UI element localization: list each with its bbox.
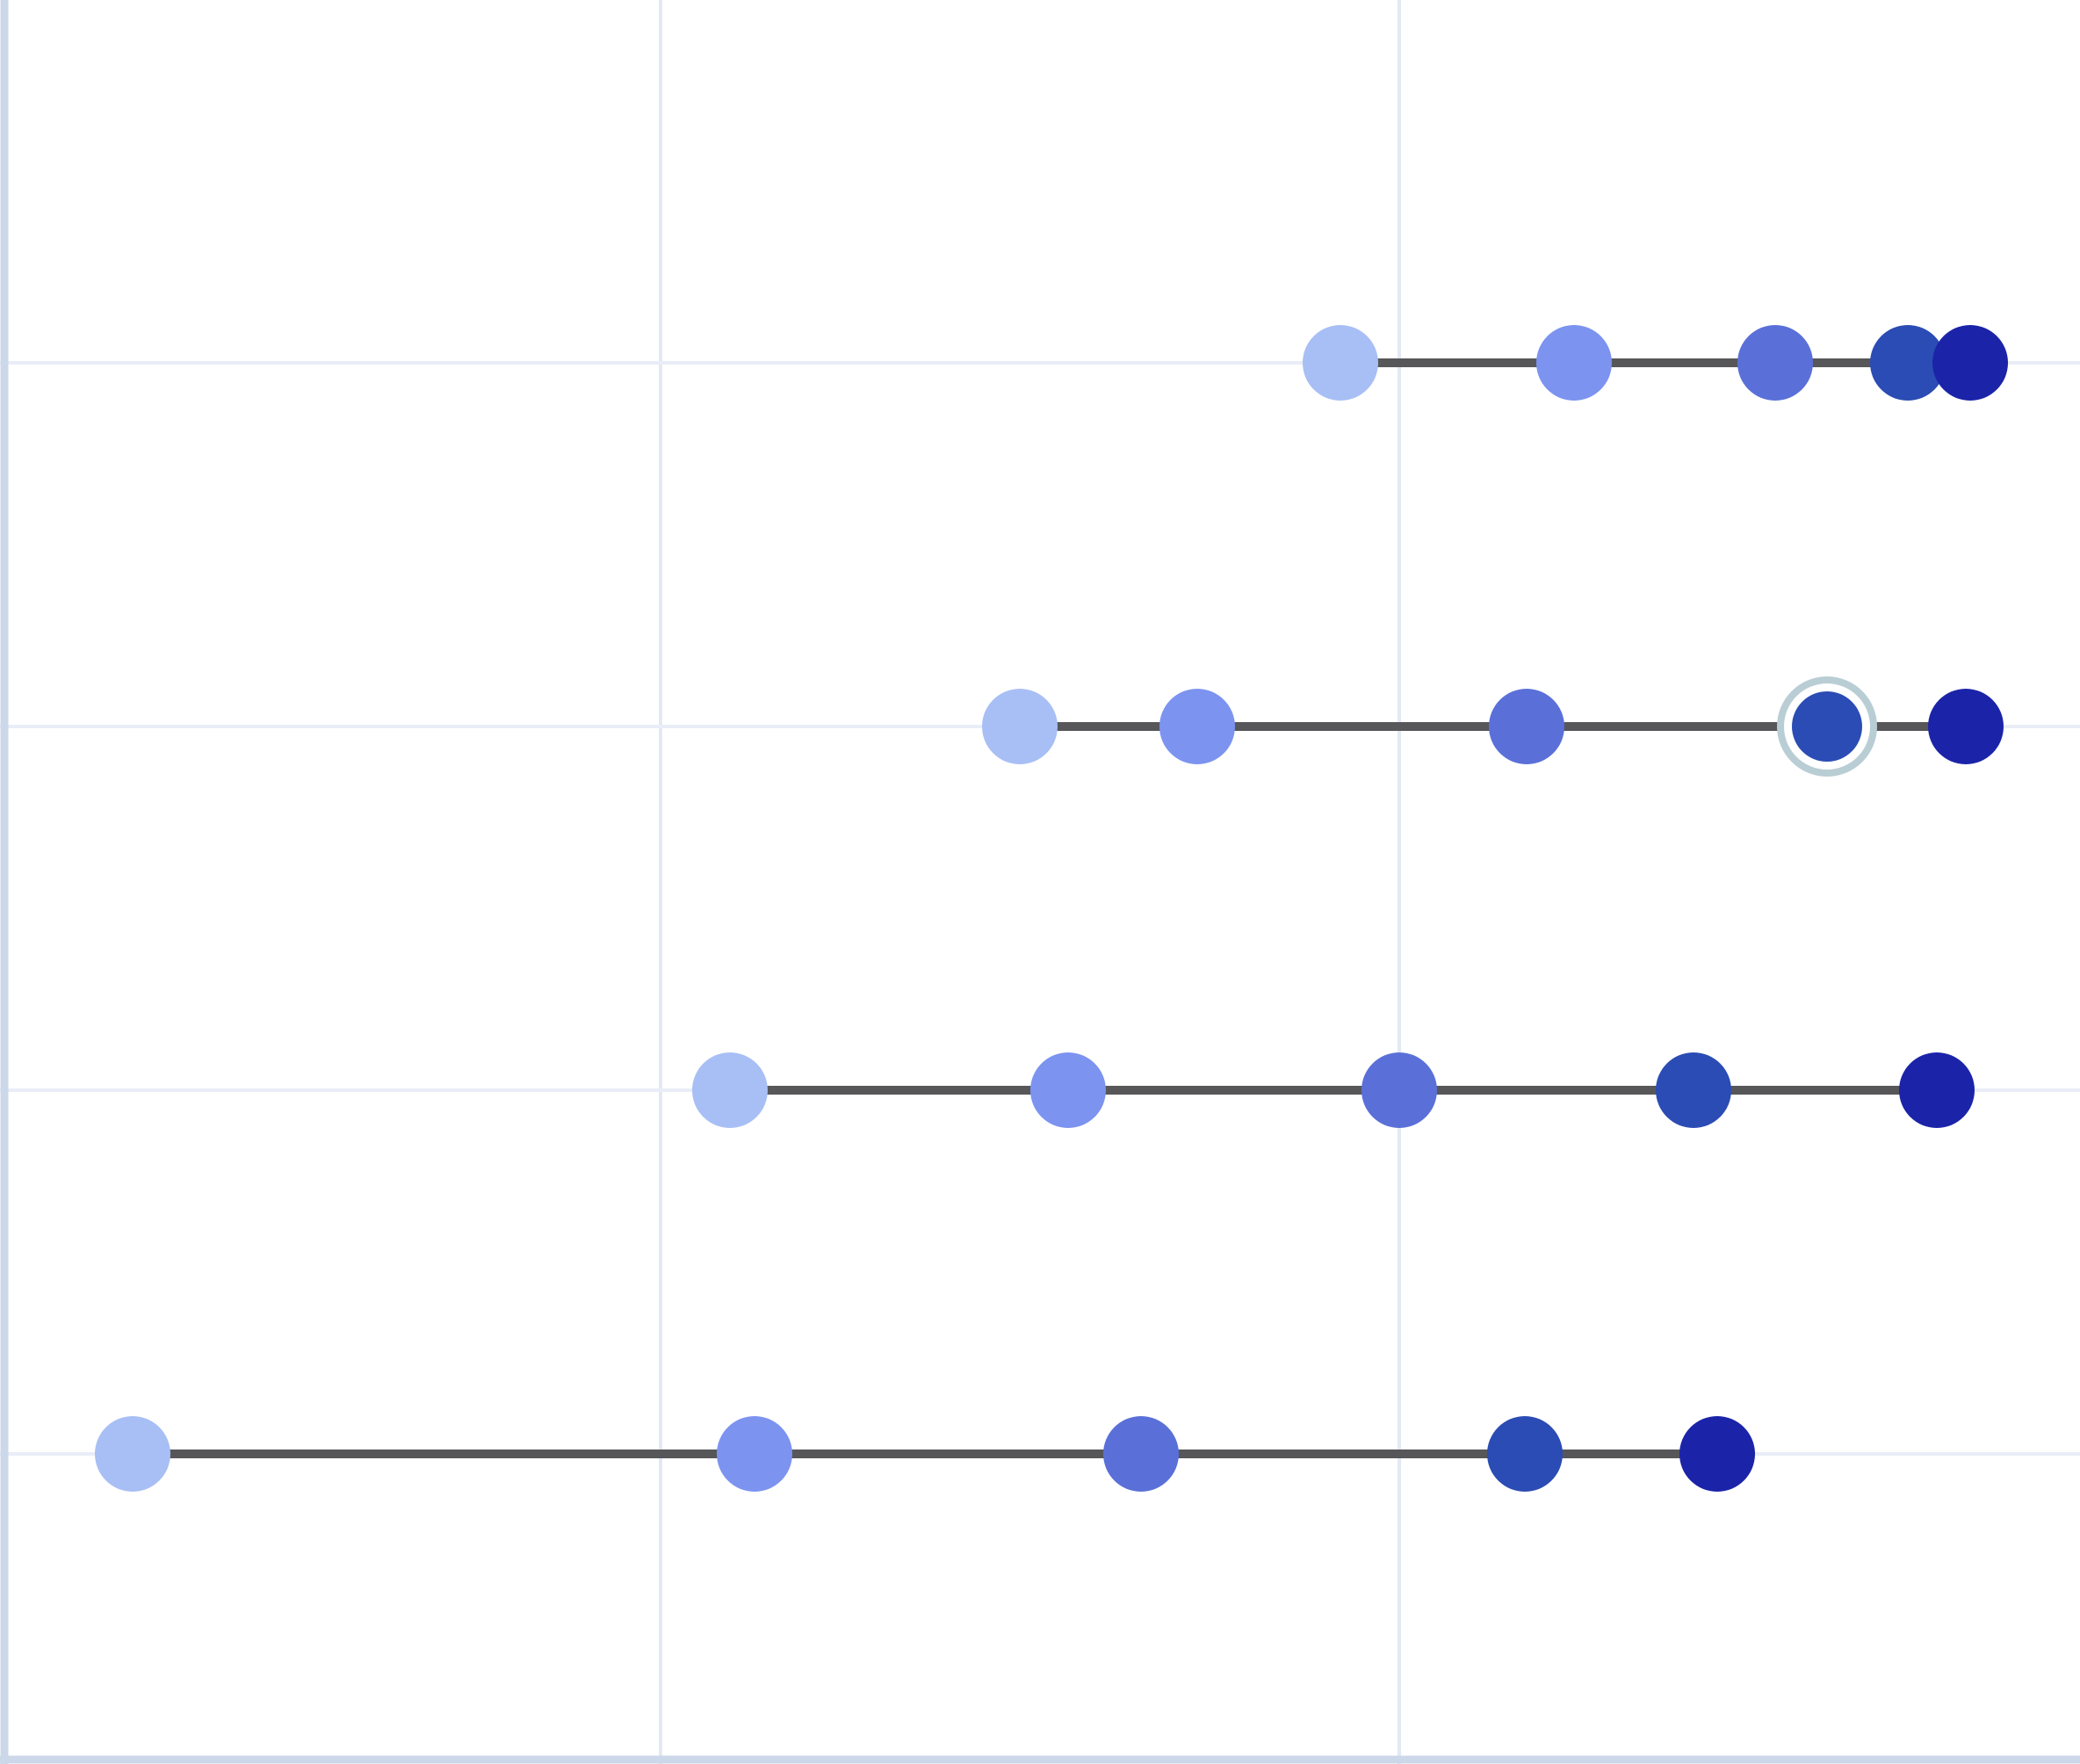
data-dot[interactable] [1303,325,1378,401]
data-dot[interactable] [1932,325,2008,401]
data-dot[interactable] [1899,1052,1975,1128]
data-dot[interactable] [1536,325,1612,401]
data-dot[interactable] [1487,1416,1563,1492]
data-dot[interactable] [1159,689,1235,764]
data-dot[interactable] [1928,689,2004,764]
data-dot[interactable] [1656,1052,1731,1128]
data-dot[interactable] [1489,689,1564,764]
data-dot[interactable] [1870,325,1946,401]
data-dot[interactable] [95,1416,170,1492]
data-dot-highlighted[interactable] [1792,691,1862,762]
data-dot[interactable] [1737,325,1813,401]
data-dot[interactable] [1361,1052,1437,1128]
data-dot[interactable] [1679,1416,1755,1492]
data-dot[interactable] [982,689,1058,764]
data-dot[interactable] [1103,1416,1179,1492]
data-dot[interactable] [692,1052,768,1128]
data-dot[interactable] [717,1416,792,1492]
data-dot[interactable] [1030,1052,1106,1128]
